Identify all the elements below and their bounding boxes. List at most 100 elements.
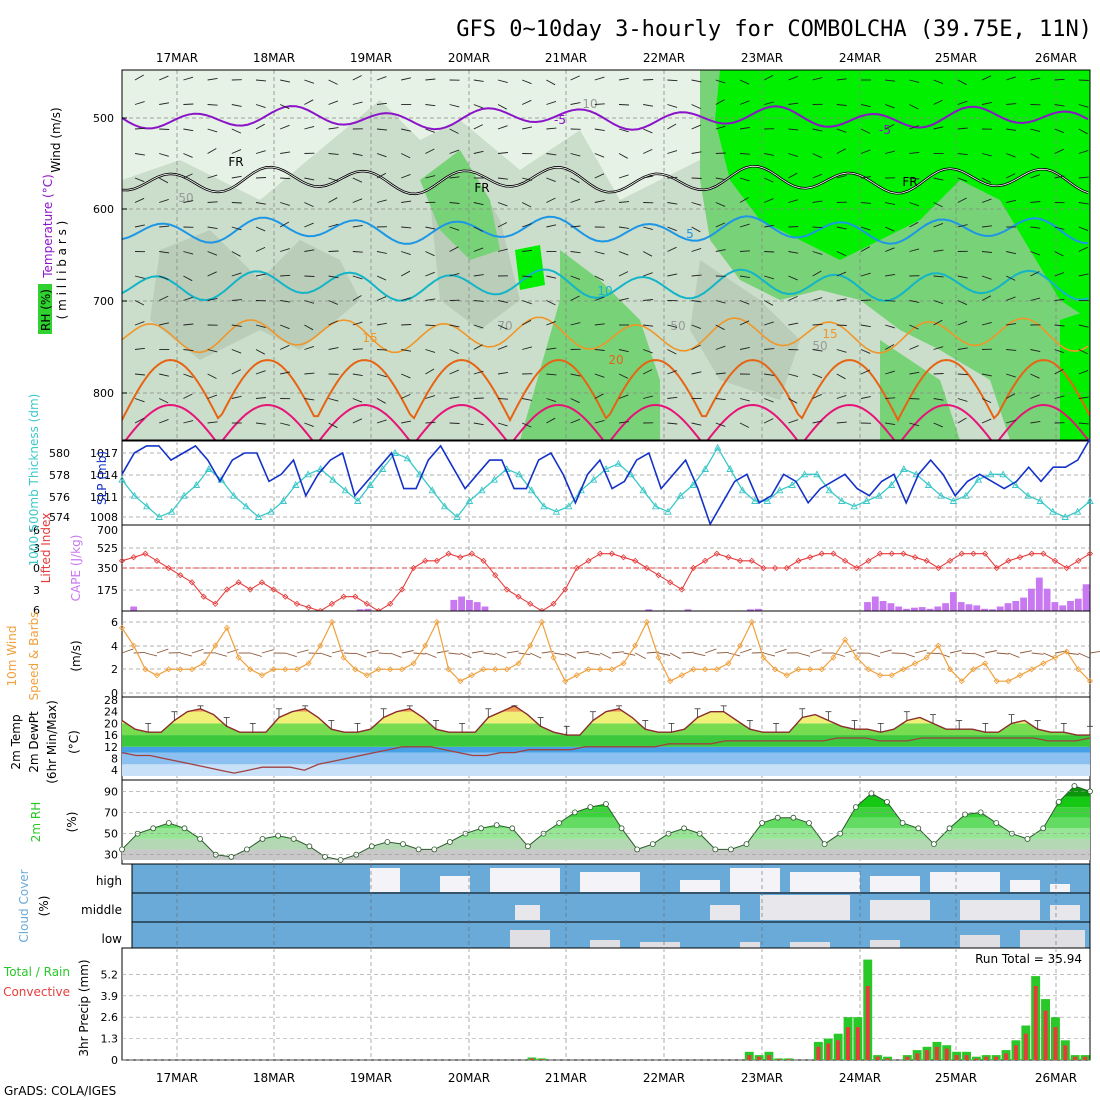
wind-barb	[376, 296, 387, 301]
wind-barb	[788, 275, 798, 281]
slp-tick: 1014	[90, 469, 118, 482]
wind-speed-point	[760, 654, 767, 661]
wind-barb-10m	[215, 652, 227, 657]
wind-barb	[715, 99, 725, 105]
cloud-level-label: middle	[81, 903, 122, 917]
lifted-index-point	[352, 593, 359, 600]
wind-speed-point	[678, 672, 685, 679]
wind-barb	[981, 251, 992, 253]
slp-panel: 580 578 576 574 1017 1014 1011 1008	[49, 438, 1094, 527]
wind-barb	[280, 177, 291, 180]
wind-barb	[1030, 77, 1041, 81]
wind-barb	[1030, 226, 1041, 229]
li-tick: 3	[33, 584, 40, 597]
cape-tick: 175	[97, 584, 118, 597]
rh-point	[384, 839, 391, 845]
wind-barb	[1054, 104, 1065, 107]
cape-bar	[887, 603, 895, 611]
wind-barb	[328, 100, 339, 105]
wind-barb	[473, 104, 484, 109]
lifted-index-point	[655, 572, 662, 579]
wind-barb	[401, 420, 412, 424]
wind-barb	[546, 347, 557, 350]
wind-barb-10m	[180, 652, 193, 657]
rh-point	[119, 846, 125, 853]
thickness-point	[788, 481, 796, 488]
wind-barb	[328, 320, 338, 326]
wind-barb	[1005, 393, 1016, 399]
wind-barb-10m	[716, 651, 729, 654]
precip-conv-bar	[747, 1055, 752, 1060]
cape-bar	[1059, 605, 1067, 611]
wind-barb	[836, 373, 846, 380]
wind-barb	[643, 128, 653, 134]
rh-point	[728, 846, 734, 853]
cloud-clear-high	[790, 872, 860, 892]
wind-barb	[643, 349, 653, 354]
cape-bar	[1082, 584, 1090, 611]
wind-barb	[1030, 201, 1041, 203]
wind-barb	[909, 398, 920, 400]
wind-barb	[134, 321, 145, 326]
thickness-point	[552, 507, 561, 515]
wind-barb	[159, 102, 170, 105]
thickness-point	[118, 475, 126, 483]
thickness-point	[999, 470, 1007, 478]
wind-barb	[643, 148, 653, 154]
wind-barb	[328, 79, 338, 85]
wind-barb	[425, 148, 435, 154]
wind-barb	[255, 370, 266, 375]
precip-conv-bar	[944, 1048, 949, 1060]
wind-barb	[425, 395, 436, 399]
precip-total-bar	[972, 1056, 981, 1060]
wind-speed-point	[118, 624, 126, 631]
thickness-point	[192, 481, 201, 488]
wind-barb	[352, 153, 363, 157]
wind-speed-point	[737, 642, 744, 649]
wind-barb	[860, 396, 871, 399]
wind-barb	[255, 177, 267, 179]
wind-barb	[473, 397, 484, 399]
wind-barb-10m	[250, 652, 262, 657]
wind-barb	[328, 422, 338, 429]
date-label-top: 24MAR	[839, 51, 881, 65]
wind-barb	[255, 104, 266, 109]
wind-barb	[764, 373, 775, 376]
wind-barb	[352, 295, 362, 301]
wind-barb	[860, 246, 870, 252]
rh-point	[275, 832, 282, 839]
wind-barb	[1030, 394, 1040, 399]
wind-barb	[885, 370, 895, 375]
wind-barb	[183, 393, 193, 399]
thickness-point	[515, 470, 523, 478]
cape-bar	[754, 608, 762, 611]
wind-barb-10m	[996, 652, 1009, 655]
thickness-point	[924, 481, 933, 488]
thickness-point	[800, 470, 809, 478]
wind-barb	[643, 324, 654, 327]
wind-speed-point	[877, 672, 884, 679]
precip-conv-bar	[1083, 1056, 1088, 1060]
lifted-index-point	[1040, 550, 1047, 557]
thickness-point	[155, 513, 163, 520]
wind-barb	[715, 372, 726, 375]
lifted-index-label: Lifted Index	[39, 513, 53, 584]
wind-barb	[981, 398, 992, 404]
wind-barb	[255, 273, 266, 277]
wind-barb	[570, 153, 581, 157]
wind-barb	[522, 223, 532, 228]
precip-conv-bar	[905, 1056, 910, 1060]
dewpoint-line	[121, 737, 1091, 774]
wind-barb	[376, 153, 387, 158]
chart-title: GFS 0~10day 3-hourly for COMBOLCHA (39.7…	[456, 17, 1092, 42]
wind-barb	[1078, 104, 1089, 108]
thickness-point	[838, 497, 846, 504]
wind-barb	[739, 223, 750, 228]
wind-barb	[401, 153, 411, 159]
lifted-index-point	[911, 554, 919, 561]
wind-barb	[207, 373, 217, 379]
wind-barb	[546, 100, 557, 105]
wind-barb	[715, 177, 726, 181]
cape-bar	[645, 609, 653, 611]
wind-barb	[885, 397, 896, 399]
